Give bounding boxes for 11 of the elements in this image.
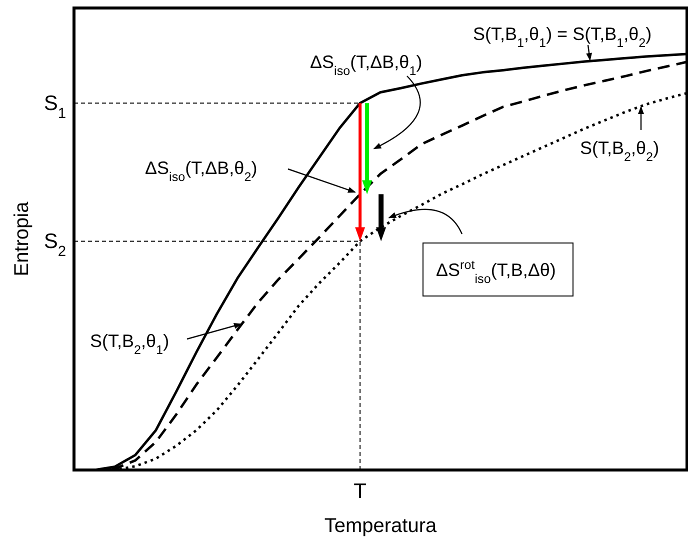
ref-line-label: S$_{1}$ xyxy=(44,92,66,122)
ref-line-label: S$_{2}$ xyxy=(44,230,66,260)
annotation: ΔS$^{rot}$$_{iso}$(T,B,Δθ) xyxy=(436,258,556,286)
text: S(T,B$_{1}$,θ$_{1}$) = S(T,B$_{1}$,θ$_{2}$) xyxy=(473,24,652,50)
annotation: S(T,B$_{2}$,θ$_{1}$) xyxy=(90,331,170,357)
annotation: S(T,B$_{2}$,θ$_{2}$) xyxy=(580,138,660,164)
text: T xyxy=(354,480,367,503)
x-axis-title: Temperatura xyxy=(324,515,438,537)
annotation: ΔS$_{iso}$(T,ΔB,θ$_{1}$) xyxy=(310,52,422,78)
annotation: ΔS$_{iso}$(T,ΔB,θ$_{2}$) xyxy=(145,158,258,184)
y-axis-title: Entropia xyxy=(11,200,33,276)
